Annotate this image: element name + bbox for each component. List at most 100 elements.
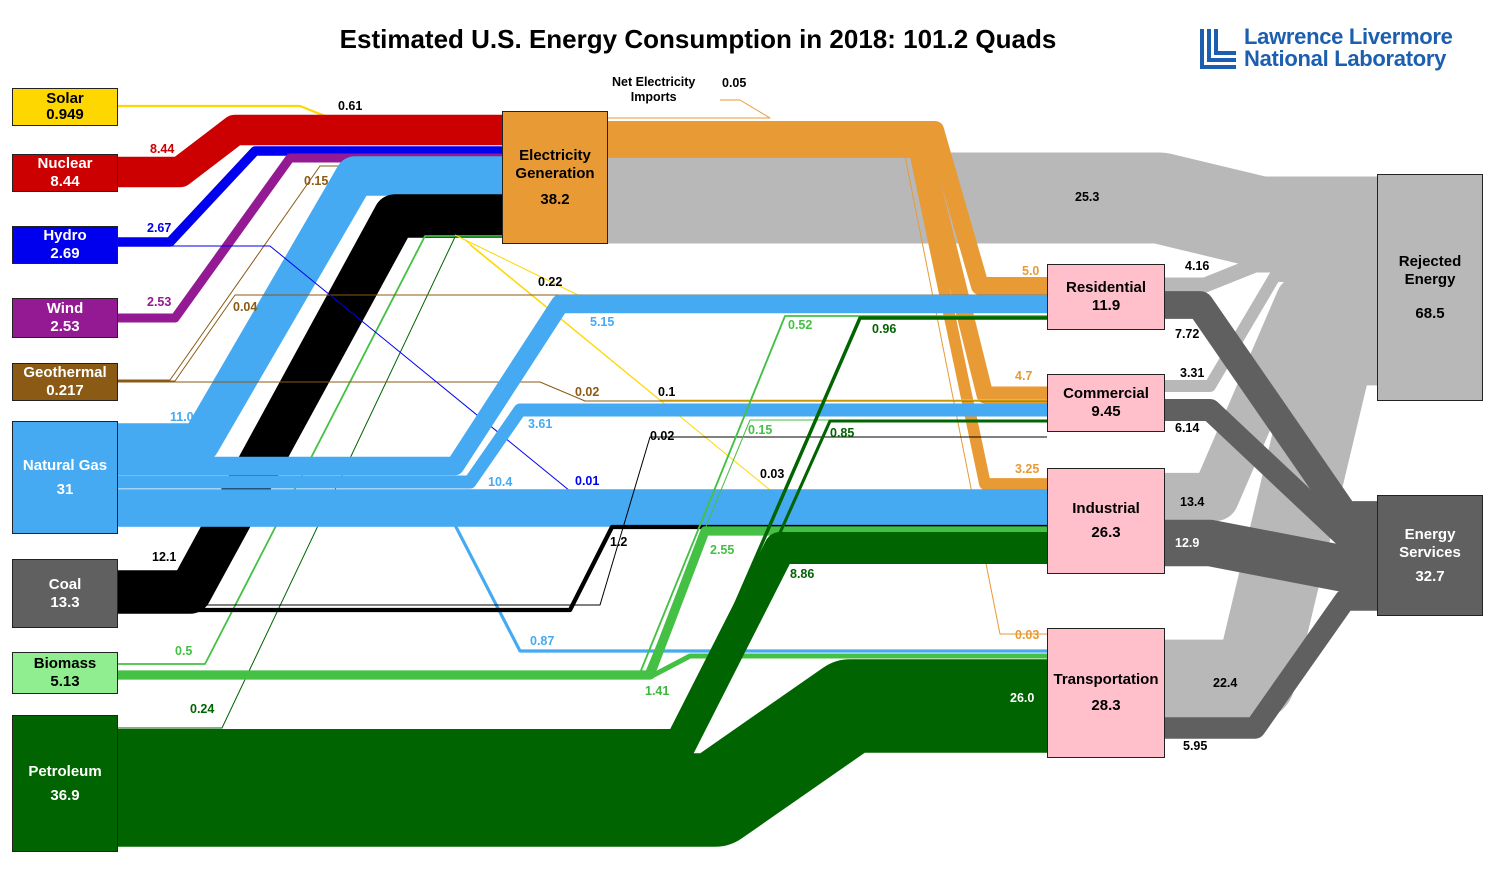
- node-value: 36.9: [50, 786, 80, 804]
- flow-value-label: 13.4: [1180, 495, 1204, 509]
- llnl-logo-icon: [1200, 29, 1236, 69]
- flow-value-label: 0.01: [575, 474, 599, 488]
- flow-electricity-to-commercial: [608, 133, 1047, 404]
- flow-value-label: 0.15: [748, 423, 772, 437]
- flow-value-label: 0.05: [722, 76, 746, 90]
- flow-value-label: 0.1: [658, 385, 675, 399]
- flow-value-label: 22.4: [1213, 676, 1237, 690]
- net-imports-label: Net Electricity Imports: [612, 75, 695, 105]
- node-value: 28.3: [1091, 697, 1121, 714]
- llnl-logo: Lawrence Livermore National Laboratory: [1200, 26, 1453, 70]
- flow-value-label: 10.4: [488, 475, 512, 489]
- node-label: Wind: [46, 300, 84, 317]
- flow-residential-to-rejected: [1165, 257, 1377, 293]
- flow-value-label: 5.0: [1022, 264, 1039, 278]
- flow-value-label: 6.14: [1175, 421, 1199, 435]
- flow-value-label: 0.87: [530, 634, 554, 648]
- flow-value-label: 2.53: [147, 295, 171, 309]
- node-label: Electricity Generation: [515, 146, 595, 182]
- node-value: 0.949: [46, 106, 84, 123]
- net-imports-line-2: Imports: [630, 90, 677, 104]
- node-label: Petroleum: [28, 762, 102, 780]
- flow-value-label: 26.0: [1010, 691, 1034, 705]
- flow-value-label: 25.3: [1075, 190, 1099, 204]
- node-value: 5.13: [50, 673, 80, 690]
- flow-transportation-to-services: [1165, 589, 1377, 739]
- flow-value-label: 0.03: [1015, 628, 1039, 642]
- llnl-logo-text: Lawrence Livermore National Laboratory: [1244, 26, 1453, 70]
- node-label: Natural Gas: [22, 456, 108, 474]
- node-natural-gas: Natural Gas 31: [12, 421, 118, 534]
- node-label: Energy Services: [1399, 525, 1461, 561]
- flow-biomass-to-transportation: [118, 653, 1047, 680]
- node-industrial: Industrial 26.3: [1047, 468, 1165, 574]
- node-value: 2.53: [50, 318, 80, 335]
- flow-nuclear-to-electricity: [118, 114, 502, 188]
- flow-natural-gas-to-commercial: [118, 403, 1047, 489]
- flow-value-label: 0.02: [650, 429, 674, 443]
- flow-industrial-to-services: [1165, 519, 1377, 592]
- flow-coal-to-commercial: [118, 436, 1047, 606]
- flow-value-label: 0.52: [788, 318, 812, 332]
- flow-petroleum-to-transportation: [118, 659, 1047, 847]
- node-label: Hydro: [43, 227, 87, 244]
- node-value: 0.217: [46, 382, 84, 399]
- flow-natural-gas-to-residential: [118, 294, 1047, 476]
- flow-value-label: 0.04: [233, 300, 257, 314]
- flow-value-label: 12.9: [1175, 536, 1199, 550]
- flow-value-label: 3.31: [1180, 366, 1204, 380]
- flow-value-label: 0.24: [190, 702, 214, 716]
- node-label: Residential: [1065, 279, 1147, 296]
- node-wind: Wind 2.53: [12, 298, 118, 338]
- node-residential: Residential 11.9: [1047, 264, 1165, 330]
- flow-residential-to-services: [1165, 291, 1377, 529]
- node-label: Transportation: [1053, 671, 1159, 688]
- node-transportation: Transportation 28.3: [1047, 628, 1165, 758]
- node-rejected-energy: Rejected Energy 68.5: [1377, 174, 1483, 401]
- flow-value-label: 2.55: [710, 543, 734, 557]
- flow-value-label: 7.72: [1175, 327, 1199, 341]
- chart-title: Estimated U.S. Energy Consumption in 201…: [339, 24, 1057, 54]
- flow-links: [118, 99, 1377, 847]
- node-value: 2.69: [50, 245, 80, 262]
- flow-commercial-to-services: [1165, 398, 1377, 549]
- net-imports-line-1: Net Electricity: [612, 75, 696, 89]
- node-solar: Solar 0.949: [12, 88, 118, 126]
- flow-value-label: 0.5: [175, 644, 192, 658]
- flow-value-label: 0.22: [538, 275, 562, 289]
- node-value: 11.9: [1091, 297, 1121, 314]
- flow-value-label: 0.15: [304, 174, 328, 188]
- node-electricity-generation: Electricity Generation 38.2: [502, 111, 608, 244]
- node-label: Geothermal: [23, 364, 107, 381]
- flow-value-label: 5.15: [590, 315, 614, 329]
- node-value: 68.5: [1415, 304, 1445, 322]
- node-hydro: Hydro 2.69: [12, 226, 118, 264]
- flow-transportation-to-rejected: [1165, 304, 1377, 721]
- node-biomass: Biomass 5.13: [12, 652, 118, 694]
- node-petroleum: Petroleum 36.9: [12, 715, 118, 852]
- flow-value-label: 11.0: [170, 410, 194, 424]
- flow-value-label: 0.96: [872, 322, 896, 336]
- flow-value-label: 8.44: [150, 142, 174, 156]
- node-label: Rejected Energy: [1398, 252, 1462, 288]
- flow-biomass-to-electricity: [118, 235, 502, 665]
- node-label: Solar: [46, 90, 84, 107]
- flow-value-label: 0.61: [338, 99, 362, 113]
- flow-value-label: 0.85: [830, 426, 854, 440]
- flow-coal-to-electricity: [118, 194, 502, 614]
- flow-petroleum-to-industrial: [118, 532, 1047, 761]
- flow-value-label: 0.02: [575, 385, 599, 399]
- flow-value-label: 8.86: [790, 567, 814, 581]
- node-value: 8.44: [50, 173, 80, 190]
- node-label: Nuclear: [37, 155, 93, 172]
- flow-geothermal-to-commercial: [118, 381, 1047, 402]
- node-coal: Coal 13.3: [12, 559, 118, 628]
- node-value: 32.7: [1415, 567, 1445, 585]
- flow-value-label: 4.16: [1185, 259, 1209, 273]
- flow-value-label: 3.25: [1015, 462, 1039, 476]
- node-nuclear: Nuclear 8.44: [12, 154, 118, 192]
- node-value: 9.45: [1091, 403, 1121, 420]
- flow-net-imports-to-electricity: [608, 99, 771, 119]
- node-value: 13.3: [50, 593, 80, 611]
